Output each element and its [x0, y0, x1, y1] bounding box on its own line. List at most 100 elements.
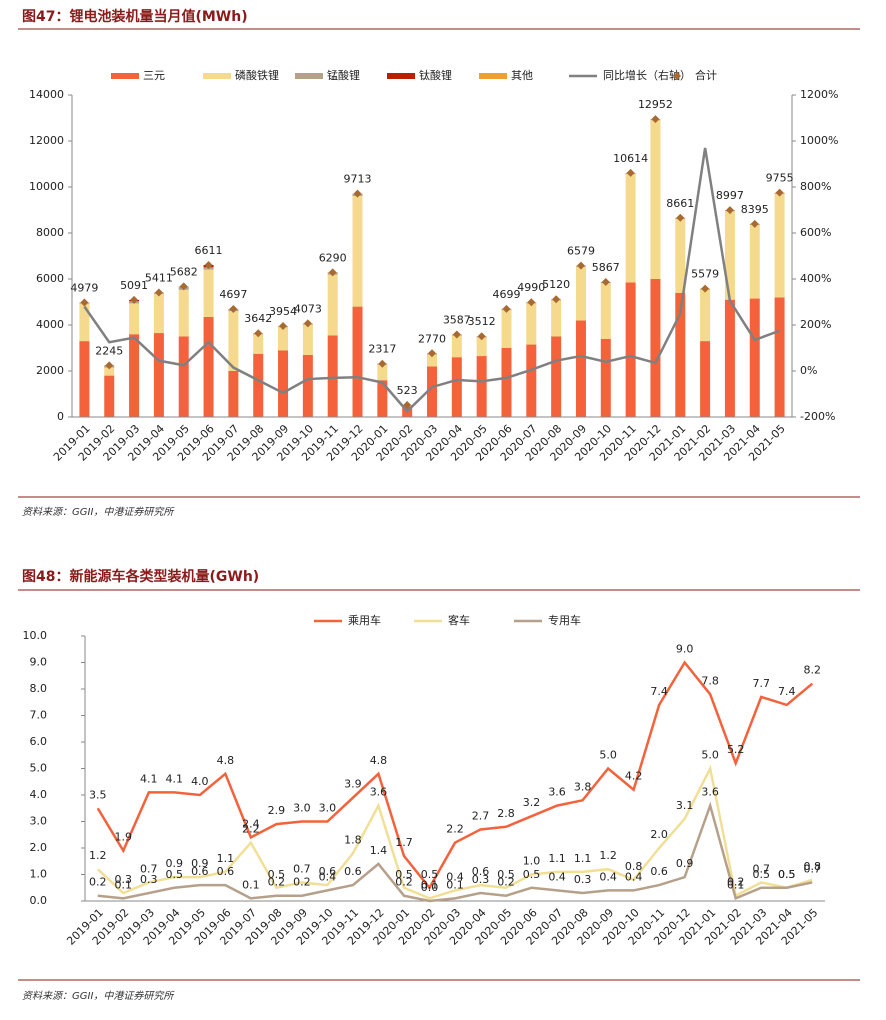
bar-segment [153, 333, 164, 417]
y-tick-label: 7.0 [30, 709, 48, 722]
legend-swatch [295, 73, 323, 79]
total-marker [725, 206, 734, 215]
data-label: 0.5 [778, 868, 796, 881]
bar-segment [650, 120, 661, 279]
total-marker [651, 115, 660, 124]
bar-segment [278, 350, 289, 417]
data-label: 0.0 [421, 881, 439, 894]
legend-swatch [203, 73, 231, 79]
data-label: 5867 [592, 261, 620, 274]
data-label: 0.5 [523, 868, 541, 881]
y-tick-label: 600% [800, 226, 831, 239]
y-tick-label: 10000 [29, 180, 64, 193]
bar-segment [501, 310, 512, 348]
y-tick-label: 12000 [29, 134, 64, 147]
bar-segment [253, 353, 264, 417]
bar-segment [278, 327, 289, 351]
legend-label: 乘用车 [348, 613, 381, 627]
bar-segment [476, 356, 487, 417]
total-marker [428, 349, 436, 358]
bar-segment [625, 282, 636, 417]
bar-segment [377, 380, 388, 417]
data-label: 5.0 [599, 749, 617, 762]
bar-segment [129, 334, 140, 417]
data-label: 2317 [368, 343, 396, 356]
data-label: 0.8 [803, 860, 821, 873]
data-label: 8661 [666, 197, 694, 210]
data-label: 0.6 [472, 865, 490, 878]
bar-segment [526, 344, 537, 417]
data-label: 0.7 [293, 862, 311, 875]
data-label: 7.4 [778, 685, 796, 698]
data-label: 6611 [195, 244, 223, 257]
legend-label: 三元 [143, 69, 165, 82]
y-tick-label: 2000 [36, 364, 64, 377]
data-label: 0.3 [140, 873, 158, 886]
data-label: 3.6 [548, 786, 566, 799]
bar-segment [327, 274, 338, 336]
data-label: 1.8 [344, 833, 362, 846]
legend-swatch [387, 73, 415, 79]
bar-segment [253, 334, 264, 354]
data-label: 0.1 [421, 878, 439, 891]
data-label: 1.7 [395, 836, 413, 849]
bar-segment [228, 371, 239, 417]
y-tick-label: 0.0 [30, 894, 48, 907]
data-label: 2.0 [650, 828, 668, 841]
data-label: 9755 [766, 172, 794, 185]
bar-segment [501, 348, 512, 417]
data-label: 523 [397, 384, 418, 397]
total-marker [676, 213, 685, 222]
data-label: 4.2 [625, 770, 643, 783]
bar-segment [377, 364, 388, 381]
data-label: 2.2 [446, 823, 464, 836]
bar-segment [79, 341, 90, 417]
bar-segment [203, 269, 214, 317]
y-tick-label: 1200% [800, 88, 838, 101]
chart-title: 图48：新能源车各类型装机量(GWh) [22, 568, 259, 585]
total-marker [328, 268, 337, 277]
data-label: 7.7 [752, 677, 770, 690]
data-label: 1.2 [599, 849, 617, 862]
data-label: 5120 [542, 278, 570, 291]
data-label: 3.0 [319, 802, 337, 815]
data-label: 2.8 [497, 807, 515, 820]
data-label: 3587 [443, 313, 471, 326]
y-tick-label: 0 [57, 410, 64, 423]
data-label: 0.5 [752, 868, 770, 881]
source: 资料来源：GGII，中港证券研究所 [22, 990, 175, 1002]
legend-label: 磷酸铁锂 [235, 68, 279, 82]
bar-segment [302, 324, 313, 355]
bar-segment [476, 337, 487, 357]
data-label: 3.5 [89, 788, 107, 801]
bar-segment [302, 354, 313, 417]
line-series [97, 801, 813, 903]
data-label: 0.6 [217, 865, 235, 878]
data-label: 2770 [418, 332, 446, 345]
bar-segment [178, 336, 189, 417]
legend-label: 锰酸锂 [327, 68, 360, 82]
data-label: 3.8 [574, 780, 592, 793]
data-label: 12952 [638, 98, 673, 111]
legend-label: 专用车 [548, 613, 581, 627]
y-tick-label: 8000 [36, 226, 64, 239]
bar-segment [551, 300, 562, 337]
data-label: 0.3 [472, 873, 490, 886]
data-label: 5.2 [727, 743, 745, 756]
data-label: 4979 [70, 281, 98, 294]
legend-label: 合计 [695, 68, 717, 82]
data-label: 2.7 [472, 809, 490, 822]
y-tick-label: 800% [800, 180, 831, 193]
bar-segment [129, 303, 140, 335]
total-marker [229, 304, 238, 313]
data-label: 1.2 [89, 849, 107, 862]
total-marker [527, 298, 536, 307]
total-marker [601, 278, 610, 287]
data-label: 2.4 [242, 817, 260, 830]
y-tick-label: -200% [800, 410, 835, 423]
data-label: 0.4 [446, 870, 464, 883]
data-label: 0.8 [625, 860, 643, 873]
data-label: 4.1 [140, 772, 158, 785]
data-label: 1.4 [370, 844, 388, 857]
data-label: 0.4 [319, 870, 337, 883]
